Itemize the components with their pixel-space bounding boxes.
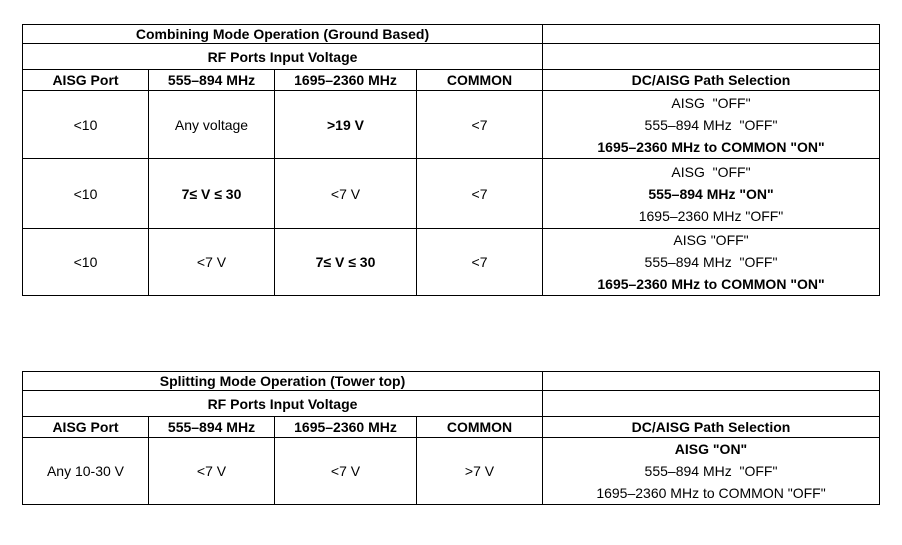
splitting-mode-table: Splitting Mode Operation (Tower top) RF … bbox=[22, 371, 880, 505]
table-row: <10 7≤ V ≤ 30 <7 V <7 AISG "OFF" 555–894… bbox=[22, 158, 880, 229]
cell-1695-2360-mhz: >19 V bbox=[274, 90, 417, 159]
cell-1695-2360-mhz: <7 V bbox=[274, 437, 417, 505]
table-subtitle: RF Ports Input Voltage bbox=[22, 43, 543, 70]
title-row: Combining Mode Operation (Ground Based) bbox=[22, 24, 880, 44]
path-line: AISG "OFF" bbox=[673, 232, 749, 248]
subtitle-row: RF Ports Input Voltage bbox=[22, 390, 880, 417]
table-row: <10 Any voltage >19 V <7 AISG "OFF" 555–… bbox=[22, 90, 880, 159]
table-title: Combining Mode Operation (Ground Based) bbox=[22, 24, 543, 44]
path-line: 555–894 MHz "OFF" bbox=[644, 463, 778, 479]
cell-1695-2360-mhz: 7≤ V ≤ 30 bbox=[274, 228, 417, 296]
cell-555-894-mhz: <7 V bbox=[148, 228, 275, 296]
cell-path-selection: AISG "ON" 555–894 MHz "OFF" 1695–2360 MH… bbox=[542, 437, 880, 505]
cell-common: >7 V bbox=[416, 437, 543, 505]
col-header-555-894-mhz: 555–894 MHz bbox=[148, 69, 275, 91]
col-header-1695-2360-mhz: 1695–2360 MHz bbox=[274, 416, 417, 438]
empty-space bbox=[542, 24, 880, 44]
cell-aisg-port: <10 bbox=[22, 90, 149, 159]
cell-common: <7 bbox=[416, 90, 543, 159]
cell-path-selection: AISG "OFF" 555–894 MHz "OFF" 1695–2360 M… bbox=[542, 90, 880, 159]
col-header-path-selection: DC/AISG Path Selection bbox=[542, 416, 880, 438]
header-row: AISG Port 555–894 MHz 1695–2360 MHz COMM… bbox=[22, 416, 880, 438]
title-row: Splitting Mode Operation (Tower top) bbox=[22, 371, 880, 391]
path-line: 1695–2360 MHz to COMMON "ON" bbox=[597, 276, 825, 292]
cell-555-894-mhz: Any voltage bbox=[148, 90, 275, 159]
cell-common: <7 bbox=[416, 228, 543, 296]
cell-common: <7 bbox=[416, 158, 543, 229]
path-line: 1695–2360 MHz to COMMON "ON" bbox=[597, 138, 825, 155]
empty-space bbox=[542, 43, 880, 70]
table-subtitle: RF Ports Input Voltage bbox=[22, 390, 543, 417]
table-title: Splitting Mode Operation (Tower top) bbox=[22, 371, 543, 391]
cell-555-894-mhz: <7 V bbox=[148, 437, 275, 505]
combining-mode-table: Combining Mode Operation (Ground Based) … bbox=[22, 24, 880, 296]
col-header-common: COMMON bbox=[416, 416, 543, 438]
header-row: AISG Port 555–894 MHz 1695–2360 MHz COMM… bbox=[22, 69, 880, 91]
cell-path-selection: AISG "OFF" 555–894 MHz "OFF" 1695–2360 M… bbox=[542, 228, 880, 296]
col-header-555-894-mhz: 555–894 MHz bbox=[148, 416, 275, 438]
path-line: AISG "OFF" bbox=[671, 94, 751, 111]
cell-aisg-port: Any 10-30 V bbox=[22, 437, 149, 505]
col-header-aisg-port: AISG Port bbox=[22, 416, 149, 438]
path-line: 555–894 MHz "OFF" bbox=[644, 116, 778, 133]
path-line: 1695–2360 MHz "OFF" bbox=[638, 207, 784, 224]
table-row: Any 10-30 V <7 V <7 V >7 V AISG "ON" 555… bbox=[22, 437, 880, 505]
path-line: AISG "OFF" bbox=[671, 163, 751, 180]
cell-1695-2360-mhz: <7 V bbox=[274, 158, 417, 229]
col-header-aisg-port: AISG Port bbox=[22, 69, 149, 91]
empty-space bbox=[542, 371, 880, 391]
path-line: 1695–2360 MHz to COMMON "OFF" bbox=[596, 485, 826, 501]
table-row: <10 <7 V 7≤ V ≤ 30 <7 AISG "OFF" 555–894… bbox=[22, 228, 880, 296]
path-line: AISG "ON" bbox=[674, 441, 748, 457]
col-header-path-selection: DC/AISG Path Selection bbox=[542, 69, 880, 91]
cell-555-894-mhz: 7≤ V ≤ 30 bbox=[148, 158, 275, 229]
empty-space bbox=[542, 390, 880, 417]
cell-aisg-port: <10 bbox=[22, 228, 149, 296]
cell-path-selection: AISG "OFF" 555–894 MHz "ON" 1695–2360 MH… bbox=[542, 158, 880, 229]
path-line: 555–894 MHz "OFF" bbox=[644, 254, 778, 270]
col-header-1695-2360-mhz: 1695–2360 MHz bbox=[274, 69, 417, 91]
subtitle-row: RF Ports Input Voltage bbox=[22, 43, 880, 70]
path-line: 555–894 MHz "ON" bbox=[648, 185, 774, 202]
col-header-common: COMMON bbox=[416, 69, 543, 91]
cell-aisg-port: <10 bbox=[22, 158, 149, 229]
